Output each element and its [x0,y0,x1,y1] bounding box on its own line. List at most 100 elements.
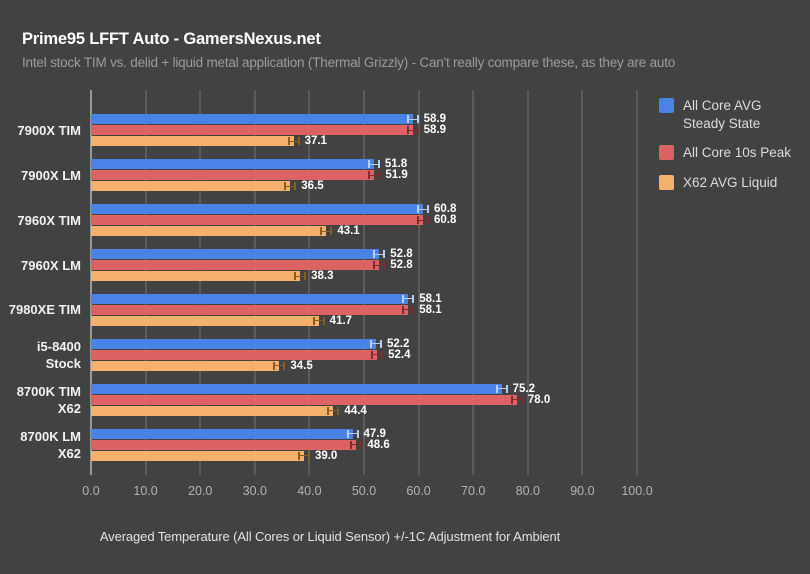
error-bar [284,181,297,191]
error-bar-part [412,305,415,314]
error-bar-part [312,320,325,322]
bar-group: 7960X LM 52.8 52.8 38.3 [21,243,637,288]
error-bar-part [495,384,498,393]
chart-subtitle: Intel stock TIM vs. delid + liquid metal… [22,55,676,70]
error-bar-part [368,174,381,176]
error-bar-part [283,361,286,370]
error-bar [350,440,363,450]
bar [91,360,280,371]
category-label: 7900X TIM [17,108,81,153]
error-bar-part [320,230,333,232]
bar [91,249,380,260]
bar [91,226,327,237]
error-bar-part [402,298,415,300]
gridline [418,90,420,475]
error-bar-part [360,440,363,449]
bar [91,181,291,192]
bar-group: i5-8400 Stock 52.2 52.4 34.5 [37,332,637,377]
x-tick-label: 70.0 [461,484,486,498]
bar-group: 7980XE TIM 58.1 58.1 41.7 [9,288,637,333]
error-bar-part [284,182,287,191]
error-bar-part [495,388,508,390]
error-bar [327,406,340,416]
error-bar-part [416,216,419,225]
bar [91,450,304,461]
value-label: 58.1 [419,292,442,305]
error-bar-part [383,261,386,270]
bar-line: 75.2 [91,383,637,395]
y-axis-line [90,90,92,475]
bar-line: 51.8 [91,158,637,170]
bar [91,215,423,226]
gridline [145,90,147,475]
error-bar [273,361,286,371]
bar-stack: 47.9 48.6 39.0 [91,428,637,462]
bar [91,293,409,304]
gridline [472,90,474,475]
error-bar-part [406,115,409,124]
error-bar-part [304,272,307,281]
error-bar-part [426,205,429,214]
error-bar-part [378,171,381,180]
bar-stack: 75.2 78.0 44.4 [91,383,637,417]
bar-line: 43.1 [91,225,637,237]
bar-line: 58.1 [91,292,637,305]
error-bar-part [510,399,523,401]
bars-band: 7900X TIM 58.9 58.9 37.1 7900X LM 51.8 51.9 36.… [9,108,637,467]
bar [91,170,375,181]
legend-label: X62 AVG Liquid [683,174,778,190]
error-bar-part [312,316,315,325]
bar-stack: 52.8 52.8 38.3 [91,248,637,282]
bar-line: 52.2 [91,338,637,350]
legend-label: All Core AVG Steady State [683,98,762,131]
error-bar-part [371,350,374,359]
error-bar [495,384,508,394]
category-label: 8700K LM X62 [20,422,81,467]
error-bar [287,136,300,146]
value-label: 60.8 [433,214,457,227]
error-bar-part [294,272,297,281]
bar-line: 52.4 [91,348,637,361]
error-bar-part [273,361,276,370]
bar-stack: 60.8 60.8 43.1 [91,203,637,237]
bar-line: 51.9 [91,169,637,181]
error-bar-part [297,451,300,460]
error-bar-part [307,451,310,460]
bar [91,304,409,315]
bar-stack: 51.8 51.9 36.5 [91,158,637,192]
error-bar-part [346,433,359,435]
bar [91,204,423,215]
error-bar-part [327,406,330,415]
x-tick-label: 100.0 [621,484,653,498]
value-label: 52.4 [388,348,411,361]
bar [91,159,374,170]
error-bar-part [373,261,376,270]
error-bar [402,305,415,315]
error-bar [294,271,307,281]
bar-line: 52.8 [91,248,637,260]
error-bar [320,226,333,236]
error-bar-part [373,250,376,259]
bar-group: 7900X TIM 58.9 58.9 37.1 [17,108,637,153]
error-bar [402,294,415,304]
value-label: 60.8 [433,203,457,216]
error-bar [368,170,381,180]
error-bar-part [322,316,325,325]
bar [91,439,357,450]
bar [91,349,378,360]
error-bar-part [412,294,415,303]
bar-group: 8700K TIM X62 75.2 78.0 44.4 [17,377,637,422]
error-bar-part [406,118,419,120]
category-label-line: 7900X LM [21,167,81,183]
error-bar-part [416,205,419,214]
legend-item: X62 AVG Liquid [659,174,804,192]
error-bar-part [337,406,340,415]
bar-line: 47.9 [91,428,637,440]
value-label: 34.5 [290,359,313,372]
error-bar [373,249,386,259]
error-bar-part [426,216,429,225]
value-label: 39.0 [314,449,338,462]
bar [91,428,353,439]
bar-line: 48.6 [91,439,637,451]
error-bar-part [380,339,382,348]
